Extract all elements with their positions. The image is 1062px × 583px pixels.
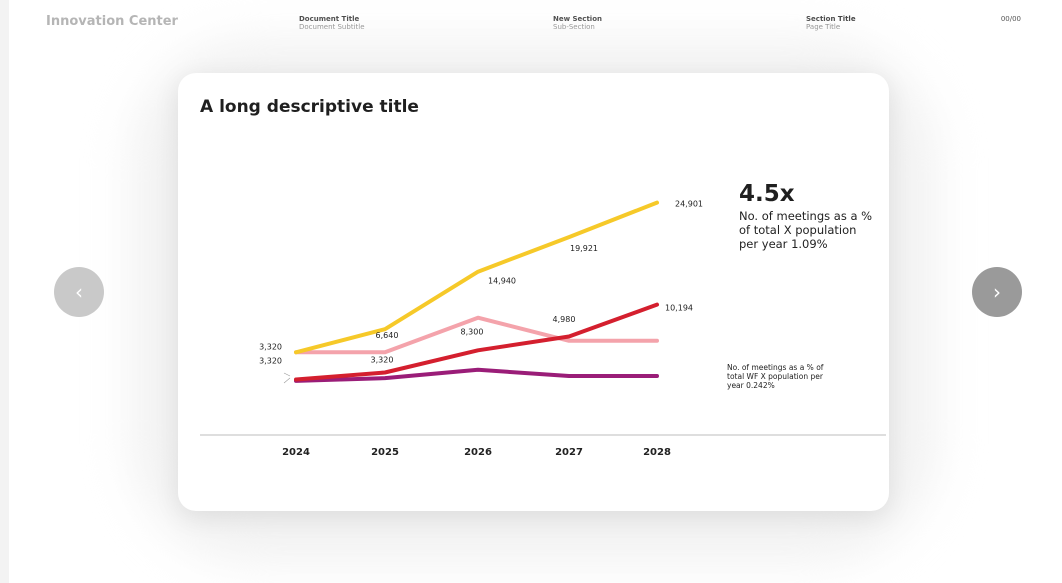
annotation-small-description: No. of meetings as a % of total WF X popu… [727, 363, 824, 390]
document-title-block: Document Title Document Subtitle [299, 15, 365, 31]
sub-section-name: Sub-Section [553, 23, 595, 31]
leader-line-bottom [283, 377, 291, 384]
top-header: Innovation Center Document Title Documen… [0, 0, 1062, 40]
series-line-3 [294, 367, 659, 383]
data-label-s0-1: 6,640 [376, 331, 399, 340]
brand-name: Innovation Center [46, 14, 178, 29]
data-label-s1-2: 8,300 [461, 328, 484, 337]
annotation-big-description: No. of meetings as a % of total X populat… [739, 209, 872, 251]
chevron-right-icon: › [993, 280, 1001, 304]
x-tick-label-2028: 2028 [643, 447, 671, 458]
data-label-s0-2: 14,940 [488, 277, 516, 286]
series-line-0 [294, 200, 659, 355]
data-label-s0-4: 24,901 [675, 200, 703, 209]
card-title: A long descriptive title [200, 97, 419, 117]
page-number: 00/00 [1000, 15, 1021, 23]
leader-line-top [283, 372, 291, 377]
data-label-s0-0: 3,320 [259, 342, 282, 351]
next-slide-button[interactable]: › [972, 267, 1022, 317]
x-tick-label-2026: 2026 [464, 447, 492, 458]
data-label-s2-4: 10,194 [665, 304, 693, 313]
section-name: New Section [553, 15, 602, 23]
series-line-2 [294, 302, 659, 382]
series-line-1 [294, 315, 659, 355]
x-tick-label-2024: 2024 [282, 447, 310, 458]
section-title: Section Title [806, 15, 856, 23]
section-block: New Section Sub-Section [553, 15, 602, 31]
document-subtitle: Document Subtitle [299, 23, 365, 31]
x-tick-label-2025: 2025 [371, 447, 399, 458]
data-label-s0-3: 19,921 [570, 244, 598, 253]
left-edge-strip [0, 0, 9, 583]
chevron-left-icon: ‹ [75, 280, 83, 304]
section-title-block: Section Title Page Title [806, 15, 856, 31]
chart-card: A long descriptive title [178, 73, 889, 511]
data-label-s1-1: 3,320 [371, 355, 394, 364]
data-label-s1-3: 4,980 [553, 315, 576, 324]
data-label-s1-0: 3,320 [259, 356, 282, 365]
page-title: Page Title [806, 23, 841, 31]
document-title: Document Title [299, 15, 360, 23]
previous-slide-button[interactable]: ‹ [54, 267, 104, 317]
x-tick-label-2027: 2027 [555, 447, 583, 458]
annotation-big-value: 4.5x [739, 181, 795, 207]
